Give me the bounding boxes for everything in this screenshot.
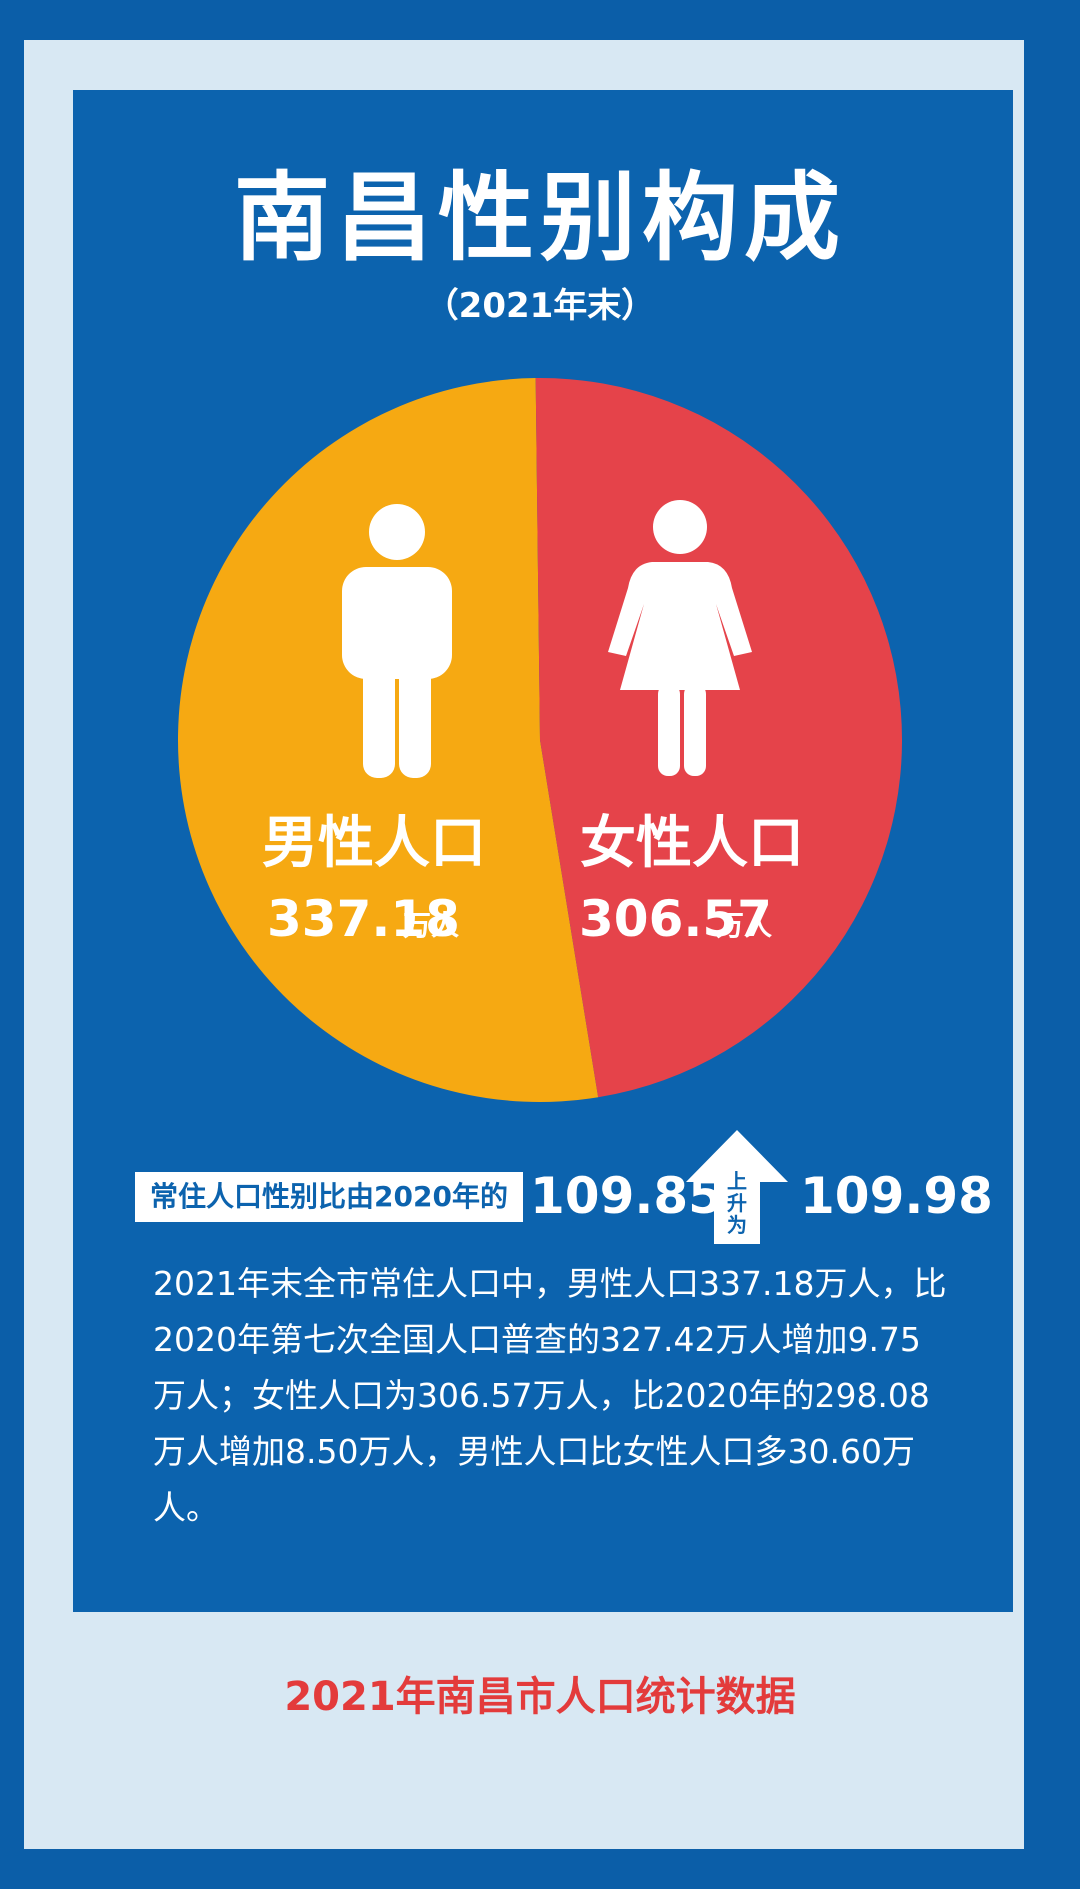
female-label: 女性人口 — [580, 811, 804, 876]
ratio-label: 常住人口性别比由2020年的 — [135, 1172, 523, 1222]
description-text: 2021年末全市常住人口中，男性人口337.18万人，比2020年第七次全国人口… — [153, 1256, 953, 1536]
arrow-label: 上升为 — [727, 1170, 747, 1236]
female-unit: 万人 — [716, 909, 772, 942]
male-unit: 万人 — [403, 909, 459, 942]
pie-slice-female — [536, 378, 902, 1097]
footer-title: 2021年南昌市人口统计数据 — [0, 1664, 1080, 1722]
male-label: 男性人口 — [262, 811, 486, 876]
ratio-to-value: 109.98 — [800, 1166, 993, 1226]
